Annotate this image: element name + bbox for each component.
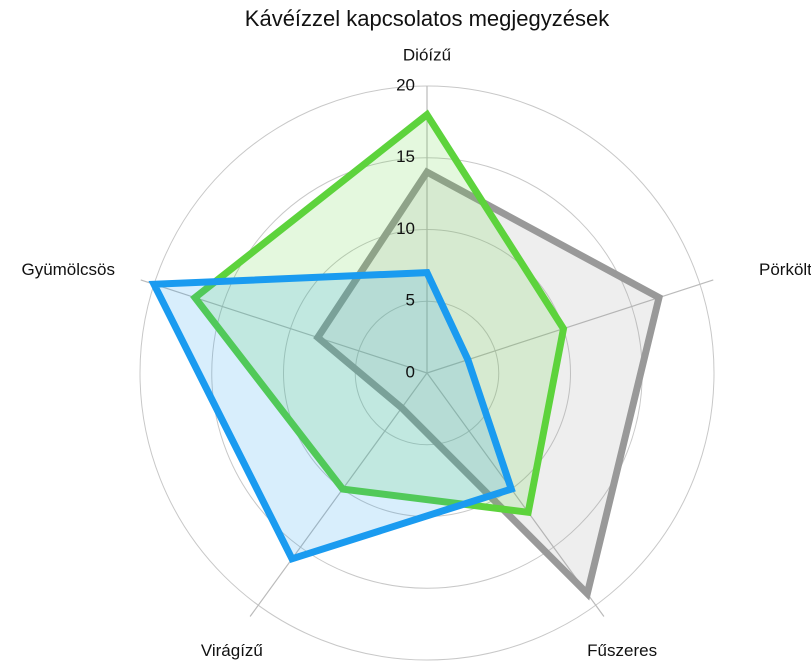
chart-title: Kávéízzel kapcsolatos megjegyzések	[245, 6, 610, 31]
category-label: Fűszeres	[587, 641, 657, 660]
category-label: Dióízű	[403, 45, 451, 64]
category-label: Gyümölcsös	[21, 260, 115, 279]
series-line	[190, 109, 568, 517]
y-tick-label: 5	[406, 291, 415, 310]
series-line	[313, 167, 664, 601]
series-area	[317, 172, 659, 594]
axis-line	[426, 279, 714, 374]
axis-line	[140, 279, 428, 374]
category-label: Pörkölt	[759, 260, 811, 279]
series-line	[148, 269, 516, 564]
series-area	[154, 272, 512, 559]
y-tick-label: 15	[396, 147, 415, 166]
axis-line	[249, 372, 428, 617]
category-label: Virágízű	[201, 641, 263, 660]
y-tick-label: 20	[396, 75, 415, 94]
y-tick-label: 0	[406, 362, 415, 381]
y-tick-label: 10	[396, 219, 415, 238]
